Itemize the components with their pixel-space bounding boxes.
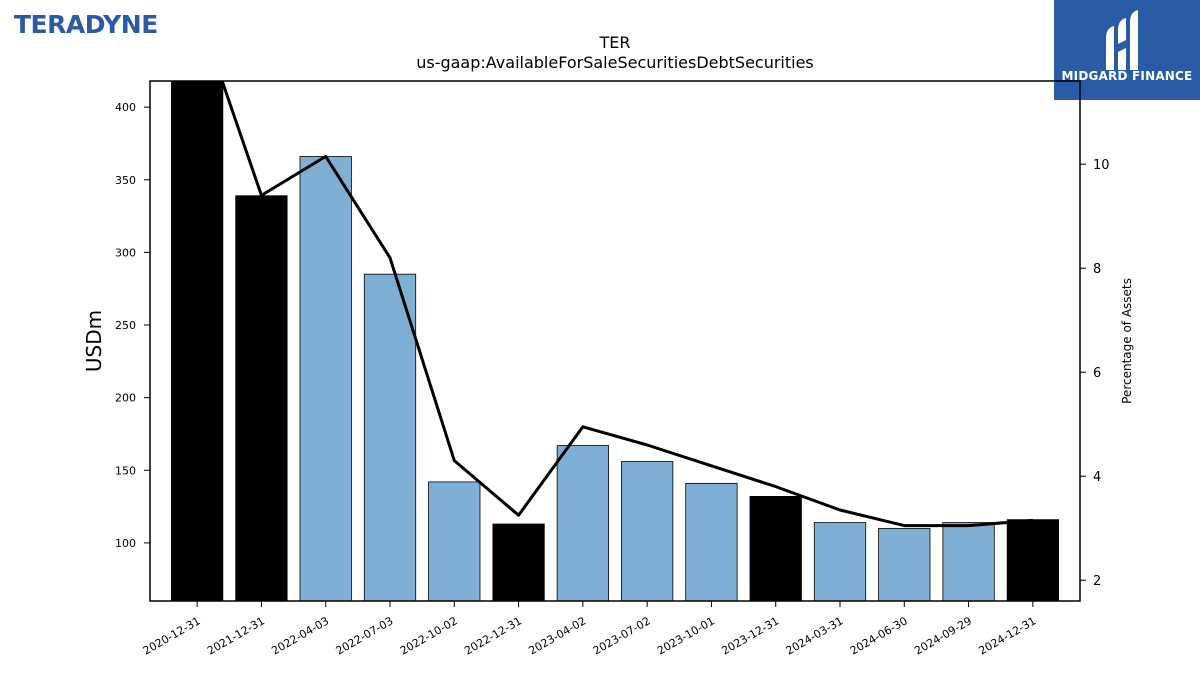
chart-title: TER xyxy=(599,33,631,52)
y2-tick-label: 8 xyxy=(1093,262,1101,277)
bar-2021-12-31 xyxy=(235,195,288,601)
y-tick-label: 350 xyxy=(115,174,136,187)
y2-tick-label: 4 xyxy=(1093,470,1101,485)
x-tick-label: 2024-06-30 xyxy=(848,614,910,657)
x-tick-label: 2024-12-31 xyxy=(976,614,1038,657)
y2-tick-label: 10 xyxy=(1093,158,1110,173)
y2-tick-label: 2 xyxy=(1093,574,1101,589)
y2-axis-label: Percentage of Assets xyxy=(1120,278,1134,404)
bar-2022-07-03 xyxy=(363,273,417,601)
badge-text: MIDGARD FINANCE xyxy=(1061,69,1193,83)
bar-2024-03-31 xyxy=(813,522,867,601)
bar-2023-12-31 xyxy=(749,496,802,601)
y-tick-label: 200 xyxy=(115,392,136,405)
right-axis: 2 4 6 8 10 xyxy=(1080,158,1110,589)
x-tick-label: 2021-12-31 xyxy=(205,614,267,657)
y2-tick-label: 6 xyxy=(1093,366,1101,381)
percentage-line xyxy=(220,81,1033,528)
x-tick-label: 2020-12-31 xyxy=(141,614,203,657)
y-tick-label: 250 xyxy=(115,319,136,332)
teradyne-logo: TERADYNE xyxy=(14,10,158,39)
line-group xyxy=(220,81,1033,528)
x-tick-label: 2023-07-02 xyxy=(591,614,653,657)
left-axis: 100 150 200 250 300 350 400 xyxy=(115,101,150,550)
x-tick-label: 2022-10-02 xyxy=(398,614,460,657)
x-tick-label: 2023-04-02 xyxy=(526,614,588,657)
bar-2024-06-30 xyxy=(878,527,931,601)
y-tick-label: 150 xyxy=(115,464,136,477)
x-tick-label: 2024-09-29 xyxy=(912,614,974,657)
plot-frame xyxy=(149,80,1081,602)
y-tick-label: 100 xyxy=(115,537,136,550)
bar-2020-12-31 xyxy=(171,81,224,601)
bar-2022-10-02 xyxy=(428,481,481,601)
y-tick-label: 400 xyxy=(115,101,136,114)
y-tick-label: 300 xyxy=(115,246,136,259)
bar-group xyxy=(171,81,1059,601)
bar-2023-04-02 xyxy=(556,445,609,601)
bar-2024-09-29 xyxy=(942,522,995,601)
x-tick-label: 2023-12-31 xyxy=(719,614,781,657)
bar-2023-07-02 xyxy=(621,461,674,601)
chart-subtitle: us-gaap:AvailableForSaleSecuritiesDebtSe… xyxy=(416,53,814,72)
midgard-finance-badge: MIDGARD FINANCE xyxy=(1054,0,1200,100)
x-tick-label: 2024-03-31 xyxy=(784,614,846,657)
bar-2023-10-01 xyxy=(685,482,738,601)
midgard-logo-icon xyxy=(1106,10,1138,70)
x-tick-label: 2023-10-01 xyxy=(655,614,717,657)
x-tick-label: 2022-04-03 xyxy=(269,614,331,657)
x-tick-label: 2022-12-31 xyxy=(462,614,524,657)
x-tick-label: 2022-07-03 xyxy=(334,614,396,657)
bar-2022-12-31 xyxy=(492,523,545,601)
bar-2024-12-31 xyxy=(1006,519,1059,601)
bar-2022-04-03 xyxy=(299,156,352,601)
x-axis: 2020-12-31 2021-12-31 2022-04-03 2022-07-03… xyxy=(141,601,1038,658)
y-axis-label: USDm xyxy=(82,310,106,372)
